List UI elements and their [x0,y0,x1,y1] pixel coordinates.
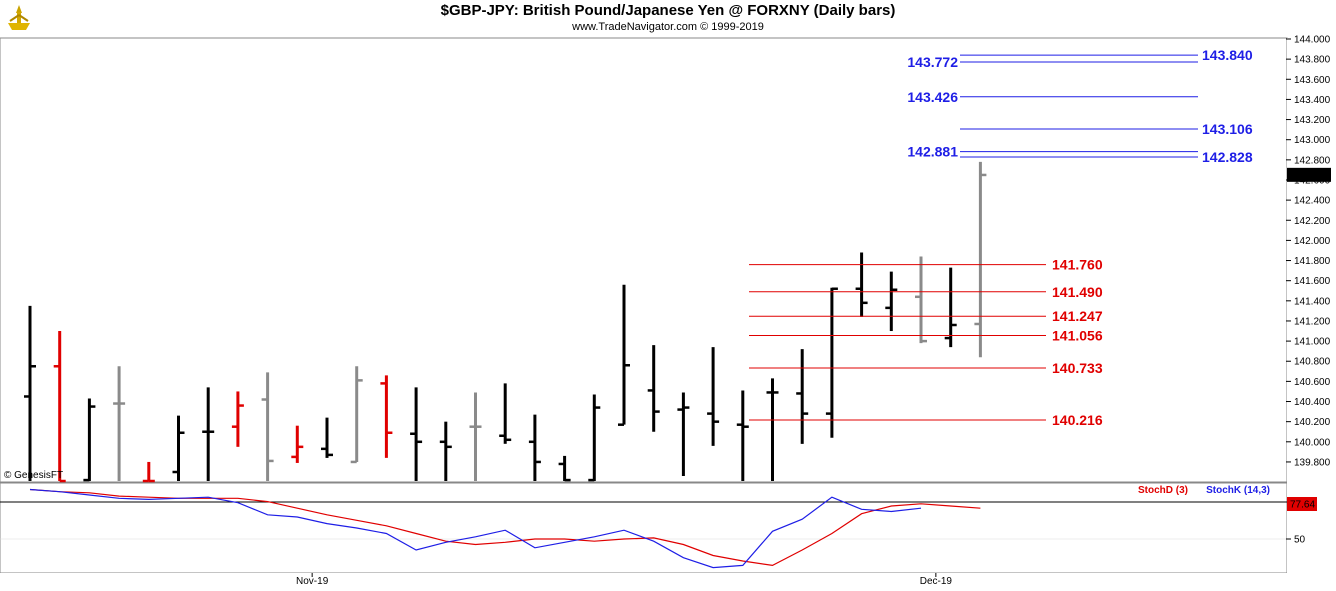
price-tick-label: 142.800 [1294,155,1331,166]
ohlc-bar [24,305,36,481]
price-tick-label: 140.600 [1294,377,1331,388]
time-tick-label: Nov-19 [296,576,329,587]
ohlc-bar [291,425,304,463]
last-price-box [1287,167,1331,182]
level-label: 142.828 [1202,149,1253,165]
price-tick-label: 141.800 [1294,256,1331,267]
time-axis-labels: Nov-19 Dec-19 [296,573,952,587]
price-tick-label: 142.400 [1294,196,1331,207]
ohlc-bar [202,387,215,481]
ohlc-bar [499,383,512,444]
ohlc-bar [83,398,96,482]
price-tick-label: 140.400 [1294,397,1331,408]
price-tick-label: 142.200 [1294,216,1331,227]
ohlc-bar [885,271,898,332]
chart-header: $GBP-JPY: British Pound/Japanese Yen @ F… [0,0,1336,38]
ohlc-bar [410,387,423,481]
price-tick-label: 141.400 [1294,296,1331,307]
price-tick-label: 141.600 [1294,276,1331,287]
ohlc-bar [647,345,660,432]
copyright-label: © GenesisFT [4,470,63,481]
ohlc-bar [321,417,333,458]
ohlc-bar [469,392,482,481]
ohlc-bar [855,252,868,317]
ohlc-bar [53,331,66,483]
price-axis [1287,38,1336,573]
ohlc-bars [24,161,987,483]
stoch-last-value-box [1287,497,1317,511]
level-label: 141.490 [1052,284,1103,300]
stoch-last-value-label: 77.64 [1290,500,1315,511]
ohlc-bar [558,455,571,482]
stoch-series-line [29,488,922,569]
price-tick-label: 143.600 [1294,75,1331,86]
price-tick-label: 139.800 [1294,457,1331,468]
level-label: 143.772 [907,54,958,70]
stoch-legend-label: StochK (14,3) [1206,485,1270,496]
ohlc-bar [172,415,185,481]
price-tick-label: 142.000 [1294,236,1331,247]
level-label: 141.056 [1052,327,1103,343]
price-tick-label: 141.200 [1294,316,1331,327]
price-axis-ticks: 144.000 143.800 143.600 143.400 143.200 143.0… [1286,35,1331,468]
ohlc-bar [618,284,630,426]
ohlc-bar [142,461,155,483]
time-tick-label: Dec-19 [920,576,953,587]
price-levels: 143.840 143.772 143.426 143.106 142.881 142.8… [749,47,1253,428]
level-label: 143.106 [1202,121,1253,137]
price-tick-label: 143.000 [1294,135,1331,146]
ohlc-bar [974,161,987,358]
stochastic-lines: StochD (3) StochK (14,3) 50 77.64 [0,485,1317,569]
ohlc-bar [915,256,927,344]
ohlc-bar [528,414,541,481]
level-label: 143.840 [1202,47,1253,63]
ohlc-bar [350,366,363,464]
level-label: 141.247 [1052,308,1103,324]
level-label: 140.733 [1052,360,1103,376]
indicator-panel [0,482,1288,574]
price-tick-label: 140.200 [1294,417,1331,428]
chart-subtitle: www.TradeNavigator.com © 1999-2019 [572,21,764,33]
stoch-tick-label: 50 [1294,535,1306,546]
time-axis [0,573,1336,591]
ohlc-bar [766,378,779,481]
price-tick-label: 143.400 [1294,95,1331,106]
level-label: 141.760 [1052,257,1103,273]
level-label: 140.216 [1052,412,1103,428]
ohlc-bar [825,287,838,438]
ohlc-bar [439,421,452,481]
ohlc-bar [944,267,957,348]
price-tick-label: 140.800 [1294,357,1331,368]
price-panel [0,37,1288,483]
price-tick-label: 141.000 [1294,337,1331,348]
ohlc-bar [677,392,690,477]
ohlc-bar [261,372,274,481]
level-label: 143.426 [907,89,958,105]
price-tick-label: 143.200 [1294,115,1331,126]
ohlc-bar [380,375,393,458]
level-label: 142.881 [907,144,958,160]
ohlc-bar [796,349,809,444]
price-tick-label: 144.000 [1294,35,1331,46]
ohlc-bar [736,390,749,481]
ohlc-bar [588,394,601,482]
price-tick-label: 143.800 [1294,55,1331,66]
chart-title: $GBP-JPY: British Pound/Japanese Yen @ F… [440,2,896,19]
price-tick-label: 140.000 [1294,437,1331,448]
last-price-label: 142.651 [1290,170,1327,181]
ohlc-bar [113,366,126,481]
ohlc-bar [231,391,244,447]
ohlc-bar [707,347,720,446]
trade-navigator-logo-icon [8,5,30,30]
stoch-legend-label: StochD (3) [1138,485,1188,496]
